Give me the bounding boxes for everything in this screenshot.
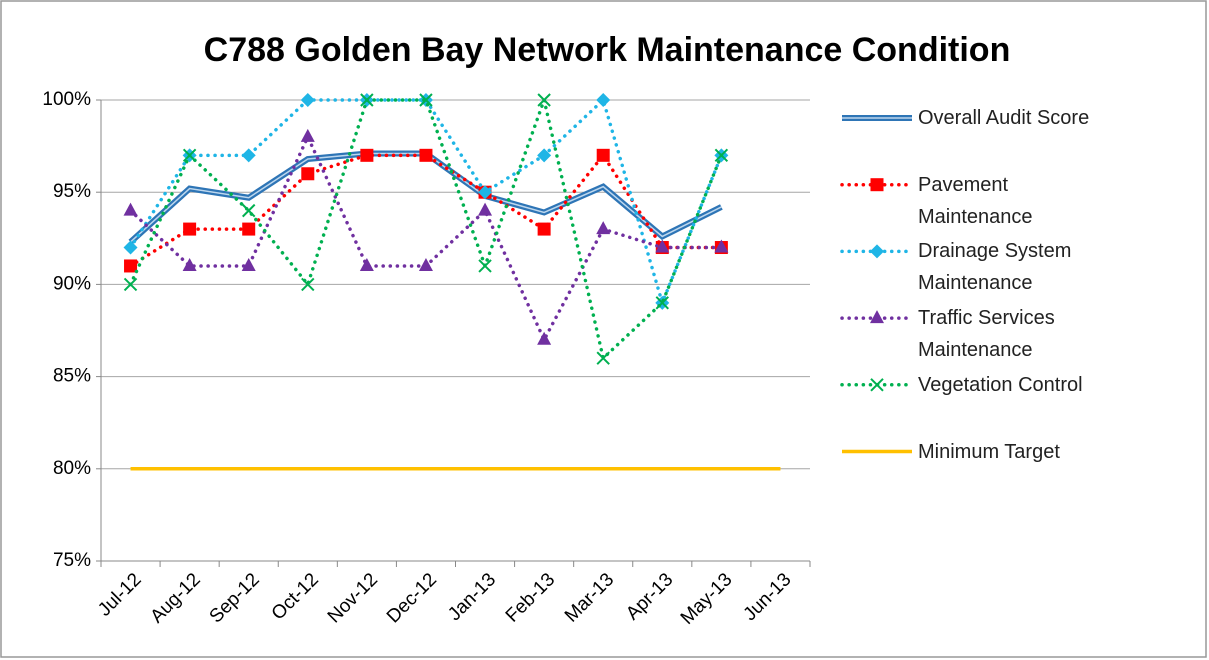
- marker: [655, 239, 670, 253]
- legend-item: [840, 244, 914, 259]
- marker: [123, 277, 138, 292]
- marker: [300, 128, 315, 142]
- legend-label: Pavement Maintenance: [918, 173, 1033, 228]
- marker: [537, 222, 551, 236]
- legend-item: [840, 310, 914, 324]
- marker: [242, 222, 256, 236]
- marker: [359, 257, 374, 271]
- marker: [870, 310, 884, 324]
- marker: [714, 239, 729, 253]
- y-tick-label: 90%: [53, 273, 91, 294]
- marker: [183, 222, 197, 236]
- legend-label: Vegetation Control: [918, 373, 1083, 396]
- marker: [123, 240, 138, 255]
- marker: [537, 93, 551, 107]
- marker: [596, 93, 611, 107]
- marker: [360, 148, 374, 162]
- marker: [870, 178, 884, 192]
- marker: [478, 259, 492, 273]
- chart-title: C788 Golden Bay Network Maintenance Cond…: [204, 31, 1011, 69]
- y-tick-label: 80%: [53, 458, 91, 479]
- legend-item: [840, 178, 914, 192]
- marker: [241, 257, 256, 271]
- legend-label: Overall Audit Score: [918, 107, 1090, 129]
- marker: [870, 244, 884, 259]
- marker: [478, 185, 493, 200]
- marker: [301, 277, 315, 292]
- marker: [870, 378, 884, 392]
- marker: [596, 221, 611, 235]
- marker: [242, 203, 256, 218]
- y-tick-label: 95%: [53, 181, 91, 202]
- marker: [124, 259, 138, 273]
- marker: [241, 148, 256, 163]
- marker: [418, 257, 433, 271]
- y-tick-label: 85%: [53, 366, 91, 387]
- marker: [300, 93, 315, 107]
- marker: [537, 148, 552, 163]
- marker: [537, 331, 552, 345]
- series: [123, 128, 729, 345]
- line: [128, 93, 724, 362]
- marker: [301, 167, 315, 181]
- marker: [596, 351, 610, 365]
- marker: [714, 148, 729, 163]
- legend-label: Traffic Services Maintenance: [918, 307, 1055, 362]
- legend-label: Minimum Target: [918, 440, 1060, 463]
- marker: [182, 148, 197, 163]
- y-tick-label: 75%: [53, 550, 91, 571]
- series: [123, 93, 729, 365]
- marker: [478, 202, 493, 216]
- marker: [596, 148, 610, 162]
- marker: [182, 257, 197, 271]
- legend-item: [840, 378, 914, 392]
- y-tick-label: 100%: [42, 89, 91, 110]
- marker: [419, 148, 433, 162]
- marker: [655, 296, 669, 310]
- marker: [419, 93, 433, 107]
- legend-label: Drainage System Maintenance: [918, 240, 1072, 295]
- marker: [360, 93, 374, 107]
- marker: [123, 202, 138, 216]
